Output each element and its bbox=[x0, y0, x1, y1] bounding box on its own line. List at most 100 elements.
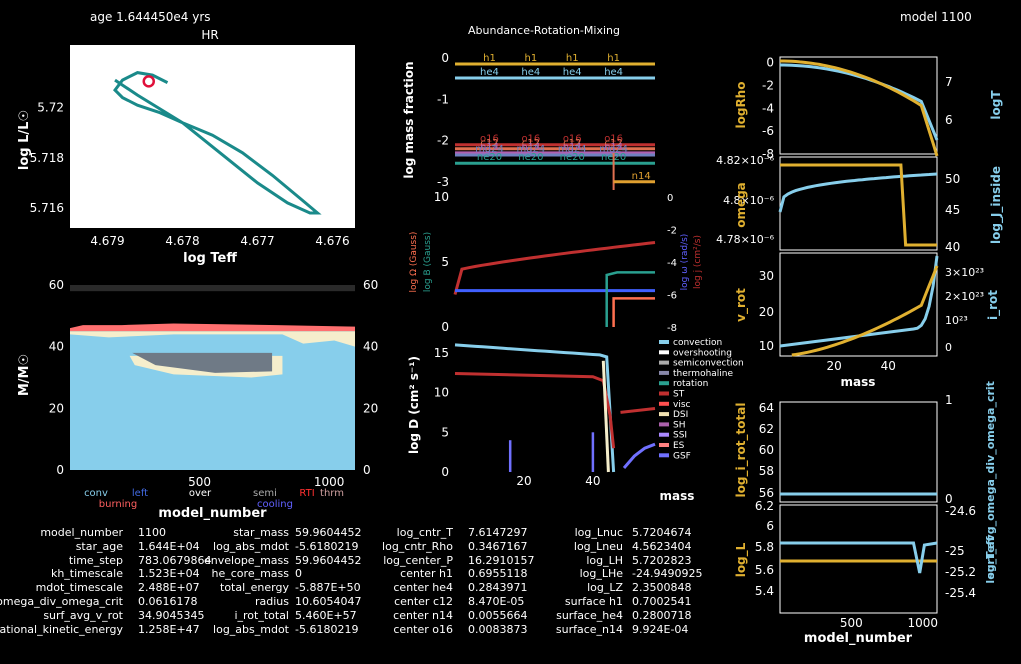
irot-ytick-3: 62 bbox=[759, 422, 774, 436]
table-key-6-2: center n14 bbox=[393, 608, 453, 622]
kipp-ytick-2: 40 bbox=[49, 340, 64, 354]
vrot-rlabel: i_rot bbox=[986, 290, 1001, 320]
rot-b-curve bbox=[605, 271, 655, 327]
omega-ylabel: omega bbox=[734, 182, 748, 228]
kipp-legend-7: cooling bbox=[257, 499, 293, 510]
table-key-7-1: log_abs_mdot bbox=[213, 622, 289, 636]
hr-title: HR bbox=[201, 28, 218, 42]
table-value-6-3: 0.2800718 bbox=[632, 608, 692, 622]
table-key-2-1: envelope_mass bbox=[204, 553, 289, 567]
abund-label-mg24-0: mg24 bbox=[475, 144, 504, 155]
logL-xtick-1: 1000 bbox=[907, 616, 938, 630]
omega-ytick-2: 4.78×10⁻⁶ bbox=[716, 233, 775, 246]
table-key-5-3: surface h1 bbox=[564, 595, 623, 608]
rot-ytick-1: 5 bbox=[441, 255, 449, 269]
table-key-3-2: center h1 bbox=[400, 567, 453, 581]
table-value-3-3: -24.9490925 bbox=[632, 567, 703, 581]
mix-legend-9: SSI bbox=[673, 431, 687, 441]
table-value-3-0: 1.523E+04 bbox=[138, 567, 200, 581]
kipp-legend-6: burning bbox=[99, 499, 137, 510]
center-title: Abundance-Rotation-Mixing bbox=[468, 24, 620, 37]
age-label: age 1.644450e4 yrs bbox=[90, 10, 211, 24]
table-value-5-1: 10.6054047 bbox=[295, 595, 362, 608]
rot-rtick-4: -8 bbox=[667, 323, 677, 334]
vrot-xlabel: mass bbox=[841, 375, 876, 389]
abund-ytick-1: -1 bbox=[437, 92, 449, 106]
irot-ytick-0: 56 bbox=[759, 486, 774, 500]
table-key-7-0: rotational_kinetic_energy bbox=[0, 622, 123, 636]
abund-label-ne20-0: ne20 bbox=[477, 152, 502, 163]
mix-legend-8: SH bbox=[673, 420, 685, 430]
table-value-0-0: 1100 bbox=[138, 526, 166, 539]
irot-rtick-0: 0 bbox=[945, 492, 953, 506]
abund-label-o16-0: o16 bbox=[480, 134, 499, 145]
mix-legend-6: visc bbox=[673, 400, 691, 410]
kipp-ytick-1: 20 bbox=[49, 401, 64, 415]
rho-ytick-1: -2 bbox=[762, 79, 774, 93]
vrot-ytick-2: 30 bbox=[759, 269, 774, 283]
abund-ytick-3: -3 bbox=[437, 175, 449, 189]
table-key-3-1: he_core_mass bbox=[211, 567, 289, 581]
rho-ylabel: logRho bbox=[734, 82, 748, 129]
rho-logRho-curve bbox=[780, 59, 939, 157]
table-key-1-0: star_age bbox=[75, 539, 123, 553]
mix-legend-5: ST bbox=[673, 390, 685, 400]
model-label: model 1100 bbox=[900, 10, 972, 24]
abund-ytick-0: 0 bbox=[441, 51, 449, 65]
abund-label-n14-core: n14 bbox=[632, 171, 651, 182]
table-key-5-0: surf_avg_omega_div_omega_crit bbox=[0, 595, 123, 608]
table-key-1-1: log_abs_mdot bbox=[213, 539, 289, 553]
abund-label-ne20-2: ne20 bbox=[560, 152, 585, 163]
mix-xtick-1: 40 bbox=[585, 474, 600, 488]
kipp-ytick-3: 60 bbox=[49, 278, 64, 292]
table-value-0-2: 7.6147297 bbox=[468, 526, 528, 539]
mix-legend-10: ES bbox=[673, 441, 685, 451]
kipp-xtick-1: 1000 bbox=[314, 475, 345, 489]
summary-table: model_number 1100 star_mass 59.9604452 log_c… bbox=[0, 526, 1021, 636]
rot-rlabel-0: log ω (rad/s) bbox=[680, 234, 690, 291]
rot-ytick-0: 0 bbox=[441, 320, 449, 334]
table-value-2-2: 16.2910157 bbox=[468, 553, 535, 567]
kipp-legend-0: conv bbox=[84, 488, 108, 499]
rho-ytick-2: -4 bbox=[762, 101, 774, 115]
kipp-semi-zone bbox=[132, 352, 273, 373]
table-key-4-0: mdot_timescale bbox=[35, 581, 123, 595]
omega-rtick-0: 50 bbox=[945, 172, 960, 186]
table-value-5-0: 0.0616178 bbox=[138, 595, 198, 608]
table-value-0-1: 59.9604452 bbox=[295, 526, 362, 539]
logL-xtick-0: 500 bbox=[840, 616, 863, 630]
omega-rlabel: log_J_inside bbox=[989, 166, 1004, 244]
table-key-1-3: log_Lneu bbox=[573, 539, 623, 553]
logL-frame bbox=[779, 504, 938, 614]
abund-label-mg24-2: mg24 bbox=[558, 144, 587, 155]
table-value-5-3: 0.7002541 bbox=[632, 595, 692, 608]
logL-rtick-0: -24.6 bbox=[945, 504, 976, 518]
kipp-ylabel: M/M☉ bbox=[17, 354, 32, 396]
kipp-legend-3: semi bbox=[253, 488, 277, 499]
logL-ytick-2: 5.8 bbox=[755, 540, 774, 554]
table-value-4-1: -5.887E+50 bbox=[295, 581, 361, 595]
table-value-6-1: 5.460E+57 bbox=[295, 608, 357, 622]
kipp-xtick-0: 500 bbox=[188, 475, 211, 489]
kipp-legend-1: left bbox=[132, 488, 148, 499]
rho-ytick-4: -8 bbox=[762, 147, 774, 161]
table-key-0-2: log_cntr_T bbox=[396, 526, 453, 539]
rot-rtick-1: -2 bbox=[667, 226, 677, 237]
mix-legend-0: convection bbox=[673, 338, 722, 348]
vrot-ytick-0: 10 bbox=[759, 339, 774, 353]
table-value-3-2: 0.6955118 bbox=[468, 567, 528, 581]
logL-ytick-4: 5.4 bbox=[755, 584, 774, 598]
kipp-conv-zone bbox=[70, 331, 355, 470]
logL-ytick-3: 5.6 bbox=[755, 563, 774, 577]
hr-ytick-2: 5.72 bbox=[37, 101, 64, 115]
table-key-6-3: surface_he4 bbox=[556, 608, 623, 622]
mix-ytick-2: 10 bbox=[434, 386, 449, 400]
hr-xtick-0: 4.679 bbox=[90, 234, 124, 248]
vrot-rtick-2: 10²³ bbox=[945, 314, 968, 327]
abund-label-he4-2: he4 bbox=[563, 67, 582, 78]
abund-label-h1-3: h1 bbox=[607, 53, 620, 64]
kipp-legend-5: thrm bbox=[320, 488, 344, 499]
mix-ylabel: log D (cm² s⁻¹) bbox=[407, 356, 421, 454]
omega-curve bbox=[780, 163, 937, 247]
